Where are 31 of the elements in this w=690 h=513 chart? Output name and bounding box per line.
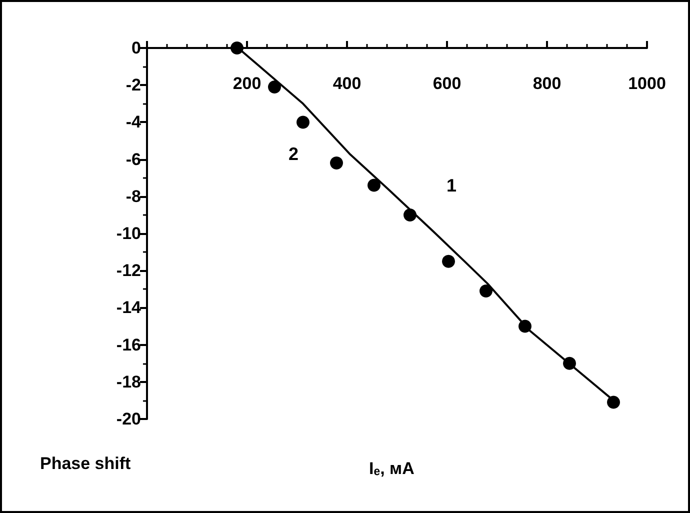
y-tick-label: 0 [132, 38, 141, 58]
point [404, 208, 416, 222]
y-tick-label: -2 [126, 76, 141, 95]
point [330, 156, 343, 170]
y-tick-label: -20 [116, 410, 141, 428]
point [296, 116, 310, 129]
point [480, 284, 492, 298]
x-tick-label: 600 [432, 74, 462, 93]
x-tick-label: 1000 [628, 74, 666, 93]
x-tick-label: 200 [232, 74, 262, 93]
y-tick-label: -10 [116, 224, 141, 243]
point [563, 356, 576, 370]
point [368, 178, 380, 192]
point [607, 396, 620, 409]
point [268, 80, 281, 94]
y-tick-label: -8 [126, 186, 141, 206]
y-tick-label: -4 [126, 112, 142, 132]
point [518, 320, 532, 333]
x-axis-title: Iₑ, мA [369, 459, 414, 478]
series-label: 1 [446, 176, 457, 196]
x-tick-label: 800 [532, 74, 562, 93]
y-tick-label: -14 [116, 298, 142, 318]
x-tick-label: 400 [332, 74, 362, 93]
y-tick-label: -6 [126, 150, 141, 169]
y-tick-label: -12 [116, 261, 141, 280]
y-axis-title: Phase shift [40, 454, 132, 473]
series-label: 2 [288, 144, 299, 164]
point [442, 254, 455, 268]
point [230, 42, 244, 54]
y-tick-label: -16 [116, 335, 141, 354]
y-tick-label: -18 [116, 372, 141, 392]
